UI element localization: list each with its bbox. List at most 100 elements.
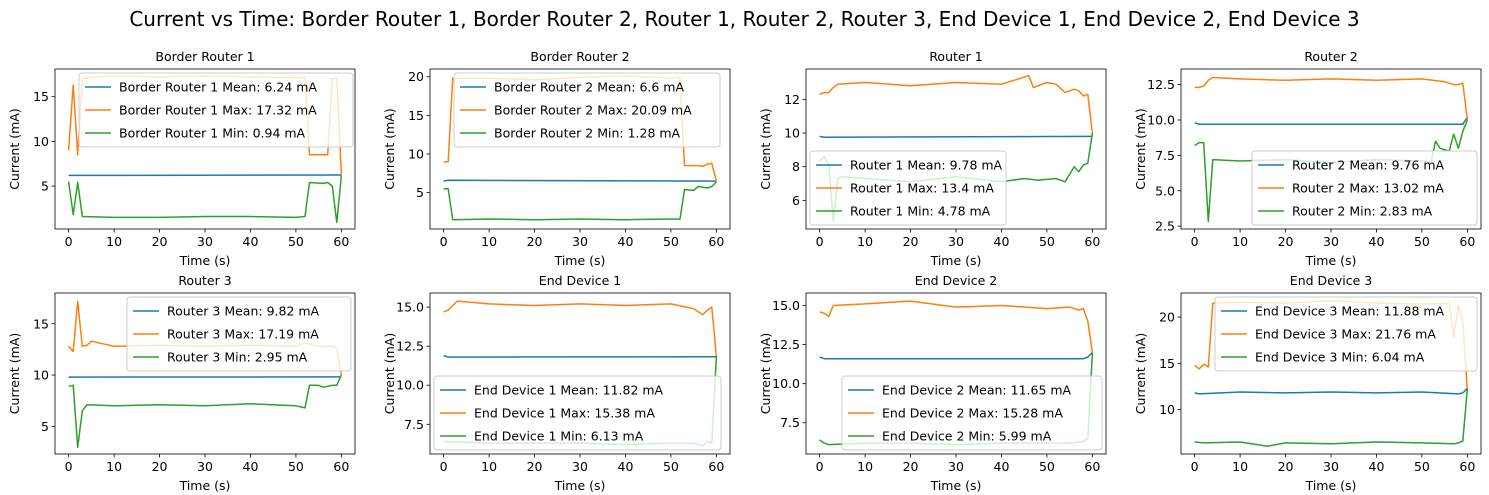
legend-entry: Router 1 Min: 4.78 mA bbox=[850, 204, 991, 219]
subplot-6: End Device 1 0 10 20 30 40 50 60 7.5 10.0 12.5 15.0… bbox=[382, 273, 731, 493]
x-tick-label: 20 bbox=[1278, 459, 1294, 474]
x-tick-label: 0 bbox=[816, 459, 824, 474]
legend-entry: End Device 3 Mean: 11.88 mA bbox=[1255, 304, 1445, 319]
legend-box bbox=[841, 375, 1103, 451]
x-axis-label: Time (s) bbox=[179, 478, 231, 493]
legend: Border Router 2 Mean: 6.6 mA Border Route… bbox=[453, 72, 721, 148]
x-tick-label: 10 bbox=[857, 234, 873, 249]
x-tick-label: 30 bbox=[948, 459, 964, 474]
x-axis-label: Time (s) bbox=[930, 478, 982, 493]
x-tick-label: 0 bbox=[440, 459, 448, 474]
series-line-max bbox=[819, 300, 1094, 353]
y-tick-label: 5.0 bbox=[1155, 183, 1175, 198]
x-tick-label: 0 bbox=[65, 459, 73, 474]
legend-entry: Router 2 Mean: 9.76 mA bbox=[1292, 158, 1445, 173]
y-tick-label: 10 bbox=[33, 134, 49, 149]
series-line-mean bbox=[819, 351, 1093, 360]
y-tick-label: 2.5 bbox=[1155, 219, 1175, 234]
legend-entry: Border Router 2 Max: 20.09 mA bbox=[494, 103, 692, 118]
subplot-title: Border Router 1 bbox=[155, 49, 254, 64]
legend-entry: Router 1 Mean: 9.78 mA bbox=[850, 158, 1003, 173]
x-tick-label: 30 bbox=[572, 234, 588, 249]
series-line-min bbox=[68, 374, 343, 449]
subplot-8: End Device 3 0 10 20 30 40 50 60 10 15 20 Time (s) C… bbox=[1133, 273, 1482, 493]
x-tick-label: 0 bbox=[65, 234, 73, 249]
legend: Border Router 1 Mean: 6.24 mA Border Rout… bbox=[78, 72, 354, 148]
x-axis-label: Time (s) bbox=[930, 253, 982, 268]
legend-entry: Border Router 1 Max: 17.32 mA bbox=[119, 103, 317, 118]
legend-entry: Router 3 Min: 2.95 mA bbox=[167, 350, 308, 365]
legend-entry: End Device 2 Mean: 11.65 mA bbox=[882, 383, 1072, 398]
x-tick-label: 10 bbox=[1232, 459, 1248, 474]
figure-title: Current vs Time: Border Router 1, Border… bbox=[129, 7, 1359, 31]
x-tick-label: 0 bbox=[1191, 459, 1199, 474]
x-tick-label: 60 bbox=[1084, 234, 1100, 249]
x-tick-label: 30 bbox=[197, 234, 213, 249]
x-tick-label: 50 bbox=[288, 234, 304, 249]
legend-entry: End Device 1 Mean: 11.82 mA bbox=[474, 383, 664, 398]
y-tick-label: 7.5 bbox=[780, 415, 800, 430]
y-tick-label: 12.5 bbox=[1147, 77, 1175, 92]
x-tick-label: 50 bbox=[1414, 234, 1430, 249]
y-axis-label: Current (mA) bbox=[758, 108, 773, 189]
y-tick-label: 5 bbox=[416, 185, 424, 200]
y-tick-label: 12 bbox=[784, 92, 800, 107]
legend-entry: Router 3 Mean: 9.82 mA bbox=[167, 304, 320, 319]
x-tick-label: 20 bbox=[527, 234, 543, 249]
y-tick-label: 15 bbox=[33, 316, 49, 331]
y-axis-label: Current (mA) bbox=[382, 108, 397, 189]
legend-entry: End Device 3 Min: 6.04 mA bbox=[1255, 350, 1425, 365]
x-tick-label: 60 bbox=[1459, 234, 1475, 249]
x-axis-label: Time (s) bbox=[179, 253, 231, 268]
y-tick-label: 10 bbox=[33, 368, 49, 383]
x-tick-label: 40 bbox=[618, 234, 634, 249]
y-tick-label: 15.0 bbox=[772, 298, 800, 313]
x-tick-label: 30 bbox=[948, 234, 964, 249]
legend-entry: End Device 2 Max: 15.28 mA bbox=[882, 406, 1063, 421]
legend-entry: Border Router 1 Min: 0.94 mA bbox=[119, 126, 306, 141]
legend-entry: Router 2 Max: 13.02 mA bbox=[1292, 181, 1444, 196]
y-tick-label: 10 bbox=[784, 126, 800, 141]
series-line-mean bbox=[819, 135, 1093, 138]
x-axis-label: Time (s) bbox=[1305, 253, 1357, 268]
x-tick-label: 30 bbox=[572, 459, 588, 474]
y-tick-label: 10.0 bbox=[396, 378, 424, 393]
y-tick-label: 8 bbox=[792, 159, 800, 174]
x-tick-label: 50 bbox=[1039, 234, 1055, 249]
y-tick-label: 10.0 bbox=[1147, 112, 1175, 127]
series-line-max bbox=[1194, 76, 1469, 121]
y-tick-label: 12.5 bbox=[772, 337, 800, 352]
y-tick-label: 10 bbox=[1159, 402, 1175, 417]
x-tick-label: 20 bbox=[527, 459, 543, 474]
subplot-4: Router 2 0 10 20 30 40 50 60 2.5 5.0 7.5 10.0 12.5 Ti… bbox=[1133, 49, 1482, 268]
legend-entry: Border Router 2 Min: 1.28 mA bbox=[494, 126, 681, 141]
y-axis-label: Current (mA) bbox=[1133, 333, 1148, 414]
x-axis-label: Time (s) bbox=[554, 253, 606, 268]
x-tick-label: 0 bbox=[440, 234, 448, 249]
legend-box bbox=[126, 296, 352, 372]
x-tick-label: 50 bbox=[288, 459, 304, 474]
y-axis-label: Current (mA) bbox=[758, 333, 773, 414]
x-tick-label: 20 bbox=[1278, 234, 1294, 249]
series-line-min bbox=[443, 181, 717, 221]
legend-box bbox=[433, 375, 722, 451]
x-tick-label: 10 bbox=[106, 234, 122, 249]
legend-box bbox=[1251, 150, 1478, 226]
y-tick-label: 15 bbox=[33, 89, 49, 104]
subplot-title: End Device 1 bbox=[539, 273, 621, 288]
subplot-5: Router 3 0 10 20 30 40 50 60 5 10 15 Time (s) Curren… bbox=[7, 273, 356, 493]
legend: End Device 3 Mean: 11.88 mA End Device 3 … bbox=[1214, 296, 1478, 372]
legend-box bbox=[1214, 296, 1478, 372]
legend-entry: End Device 1 Min: 6.13 mA bbox=[474, 429, 644, 444]
y-axis-label: Current (mA) bbox=[382, 333, 397, 414]
y-tick-label: 15.0 bbox=[396, 300, 424, 315]
x-tick-label: 10 bbox=[106, 459, 122, 474]
x-tick-label: 40 bbox=[1369, 459, 1385, 474]
legend-box bbox=[78, 72, 354, 148]
x-tick-label: 50 bbox=[1414, 459, 1430, 474]
legend-entry: End Device 1 Max: 15.38 mA bbox=[474, 406, 655, 421]
y-tick-label: 10.0 bbox=[772, 376, 800, 391]
x-tick-label: 10 bbox=[481, 234, 497, 249]
y-axis-label: Current (mA) bbox=[7, 333, 22, 414]
subplot-2: Border Router 2 0 10 20 30 40 50 60 5 10 15 20 Time … bbox=[382, 49, 731, 268]
